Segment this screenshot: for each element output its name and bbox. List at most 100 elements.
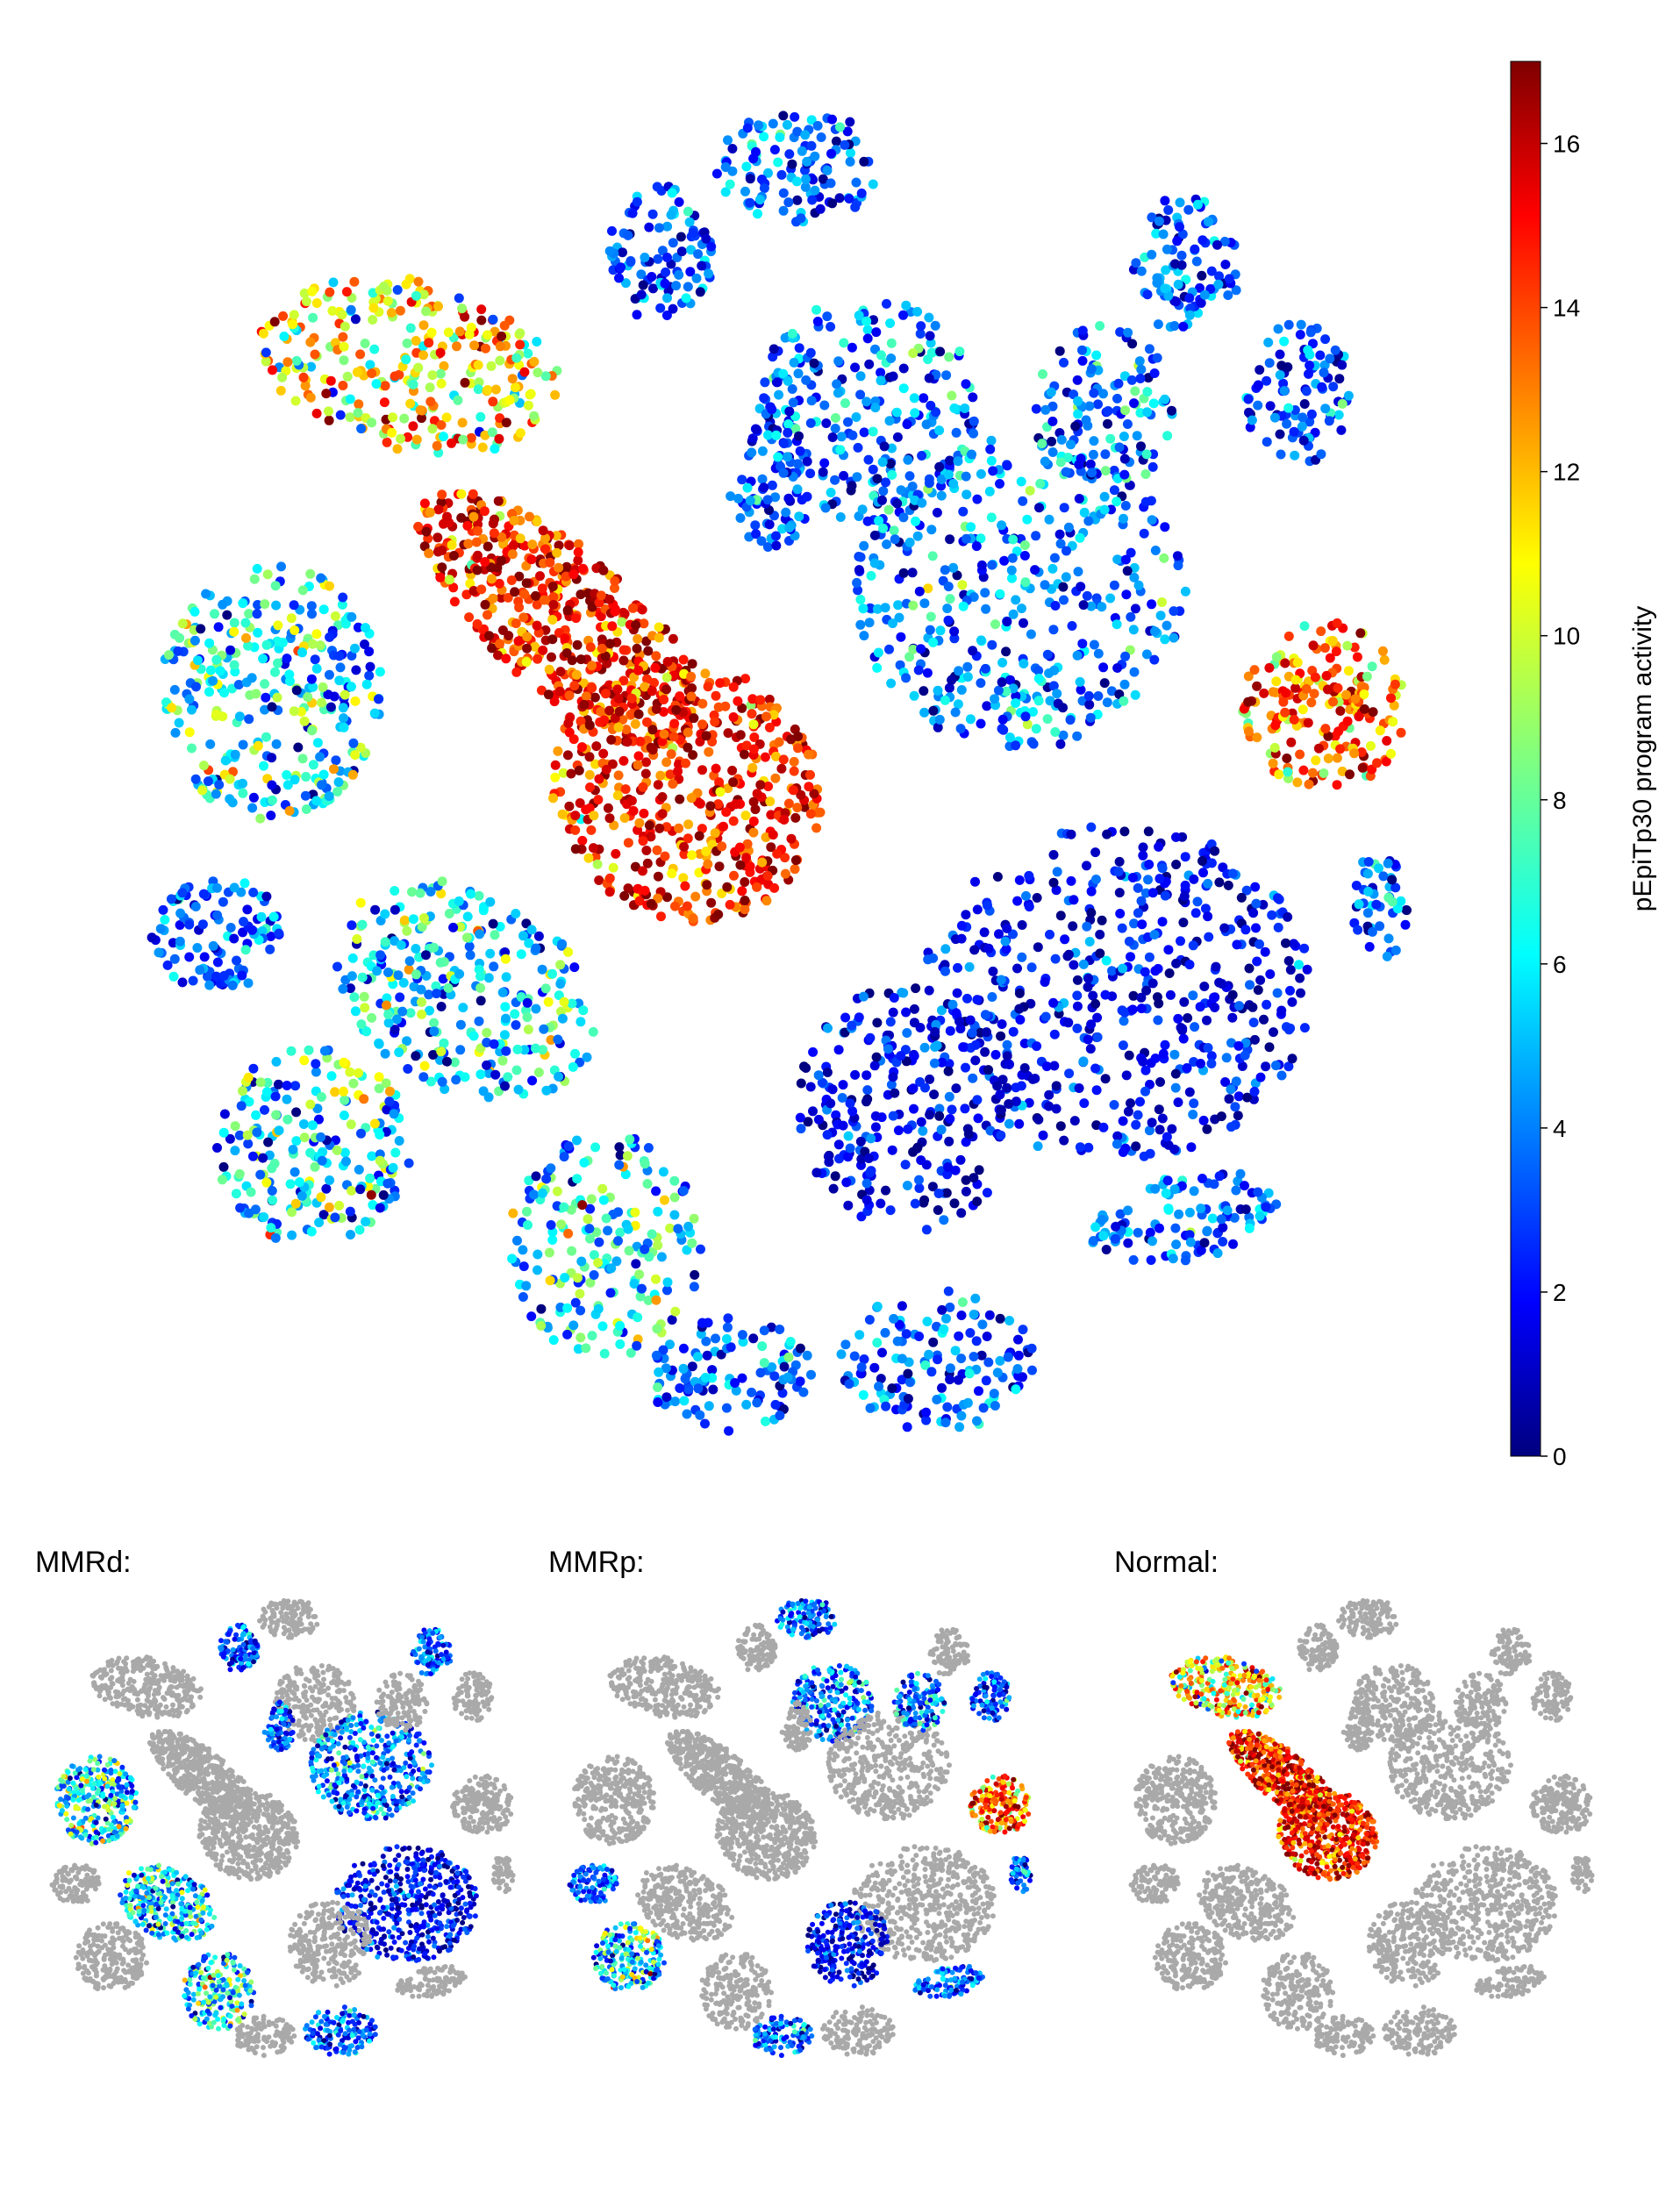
scatter-point [1067,621,1077,631]
scatter-point [845,156,855,167]
scatter-point [411,969,421,980]
scatter-point [992,872,1003,882]
scatter-point [531,1171,541,1182]
scatter-point [204,980,215,990]
scatter-point [1285,985,1295,996]
scatter-point [328,277,339,288]
scatter-point [936,490,947,501]
scatter-point [230,1121,240,1132]
scatter-point [1059,503,1069,513]
scatter-point [584,1224,595,1234]
scatter-point [532,599,542,610]
scatter-point [1007,553,1018,563]
scatter-point [1079,1098,1090,1109]
scatter-point [1252,732,1262,743]
scatter-point [896,1051,906,1061]
scatter-point [1026,1343,1037,1354]
scatter-point [501,418,511,428]
scatter-point [607,759,618,769]
scatter-point [1203,878,1213,889]
scatter-point [697,719,708,730]
scatter-point [1280,707,1290,718]
scatter-point [1018,1325,1028,1335]
scatter-point [291,1136,302,1147]
scatter-point [540,533,551,543]
scatter-point [1069,1116,1080,1126]
scatter-point [847,342,857,353]
scatter-point [1055,911,1066,921]
scatter-point [960,1104,970,1114]
scatter-point [771,751,781,761]
scatter-point [933,685,943,696]
scatter-point [822,1068,833,1077]
scatter-point [945,1025,955,1036]
scatter-point [229,933,239,944]
scatter-point [686,671,697,682]
scatter-point [306,601,317,611]
scatter-point [271,1056,282,1067]
scatter-point [1274,769,1284,780]
scatter-point [1305,327,1316,338]
scatter-point [1383,858,1393,868]
scatter-point [1158,1048,1169,1059]
scatter-point [717,889,727,898]
scatter-point [968,646,978,656]
scatter-point [494,433,504,444]
scatter-point [788,785,798,796]
scatter-point [1063,522,1074,532]
scatter-point [437,546,447,555]
scatter-point [543,689,554,700]
scatter-point [603,1225,613,1236]
scatter-point [213,622,224,632]
scatter-point [416,984,426,995]
scatter-point [507,1254,518,1264]
scatter-point [610,575,620,586]
scatter-point [949,1198,960,1209]
scatter-point [891,407,902,418]
scatter-point [584,803,595,813]
scatter-point [1052,689,1062,699]
scatter-point [666,749,676,760]
scatter-point [374,694,383,704]
scatter-point [575,716,586,726]
scatter-point [1199,1238,1210,1248]
scatter-point [1050,954,1061,964]
scatter-point [1091,350,1102,361]
scatter-point [547,968,557,979]
scatter-point [411,944,421,954]
scatter-point [1276,1005,1287,1016]
scatter-point [898,988,909,998]
scatter-point [861,396,872,407]
scatter-point [568,569,579,580]
scatter-point [779,1361,790,1372]
scatter-point [638,866,647,876]
scatter-point [878,523,889,533]
scatter-point [1366,740,1376,751]
scatter-point [324,1202,334,1212]
scatter-point [945,1375,955,1385]
scatter-point [1019,540,1030,550]
scatter-point [493,650,503,661]
scatter-point [951,427,962,438]
scatter-point [475,929,485,939]
scatter-point [1059,1135,1069,1146]
scatter-point [761,711,771,722]
scatter-point [546,1163,556,1174]
scatter-point [475,982,486,993]
scatter-point [198,761,209,771]
scatter-point [1042,649,1053,660]
scatter-point [750,804,761,815]
scatter-point [1184,293,1195,304]
scatter-point [909,393,919,404]
scatter-point [339,1086,348,1096]
scatter-point [1004,1316,1015,1325]
scatter-point [996,1104,1006,1115]
scatter-point [1189,1186,1199,1197]
scatter-point [1192,199,1203,210]
scatter-point [525,389,536,399]
scatter-point [408,421,418,432]
scatter-point [858,991,869,1002]
scatter-point [1112,663,1123,673]
scatter-point [327,305,338,316]
scatter-point [1160,522,1170,532]
